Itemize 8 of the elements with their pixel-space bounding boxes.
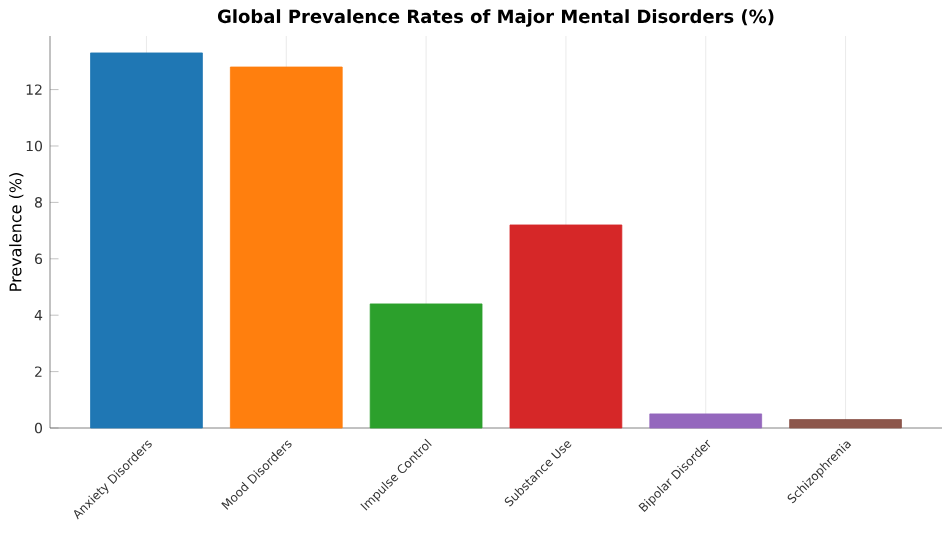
bar: [509, 224, 623, 429]
bar: [789, 419, 902, 429]
bar: [649, 413, 763, 429]
bar: [90, 52, 203, 429]
bar: [369, 303, 483, 429]
chart-title: Global Prevalence Rates of Major Mental Disorders (%): [217, 9, 774, 27]
y-axis-title: Prevalence (%): [9, 173, 24, 291]
bar: [229, 66, 343, 429]
